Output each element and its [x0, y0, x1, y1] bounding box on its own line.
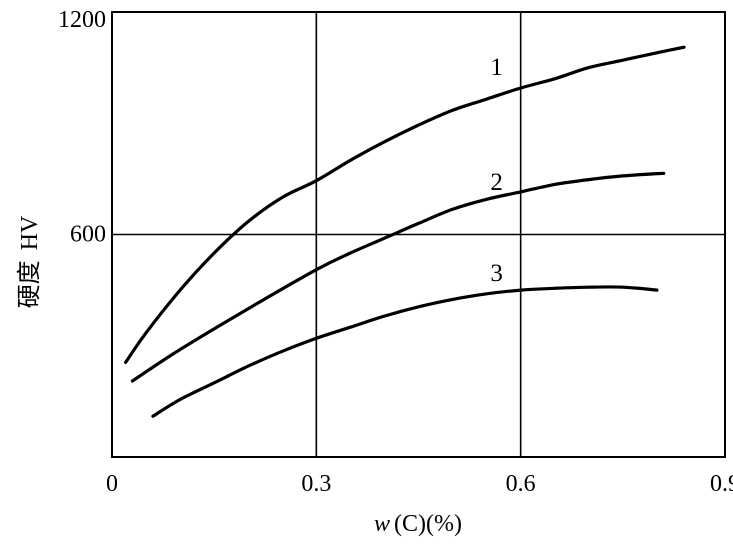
y-axis-label: 硬度 HV	[16, 215, 43, 308]
x-axis-label-rest: (C)(%)	[394, 511, 462, 537]
x-tick-label: 0.9	[710, 471, 733, 497]
series-labels: 1 2 3	[490, 54, 503, 287]
x-tick-label: 0.6	[506, 471, 536, 497]
series-line-3	[151, 285, 659, 418]
series-label-3: 3	[490, 260, 503, 287]
series-label-1: 1	[490, 54, 503, 81]
grid-lines	[112, 12, 725, 457]
tick-labels: 0 0.3 0.6 0.9 600 1200	[58, 7, 733, 497]
y-axis-label-cn: 硬度	[16, 260, 43, 308]
x-tick-label: 0.3	[301, 471, 331, 497]
y-tick-label: 1200	[58, 7, 106, 33]
y-tick-label: 600	[70, 222, 106, 248]
series-line-1	[124, 45, 686, 364]
x-axis-label-var: w	[374, 511, 390, 537]
series-label-2: 2	[490, 169, 503, 196]
x-tick-label: 0	[106, 471, 118, 497]
curves	[124, 45, 686, 418]
y-axis-label-unit: HV	[17, 215, 43, 250]
x-axis-label: w (C)(%)	[374, 511, 462, 537]
series-line-2	[130, 171, 666, 383]
plot-frame	[111, 11, 726, 458]
